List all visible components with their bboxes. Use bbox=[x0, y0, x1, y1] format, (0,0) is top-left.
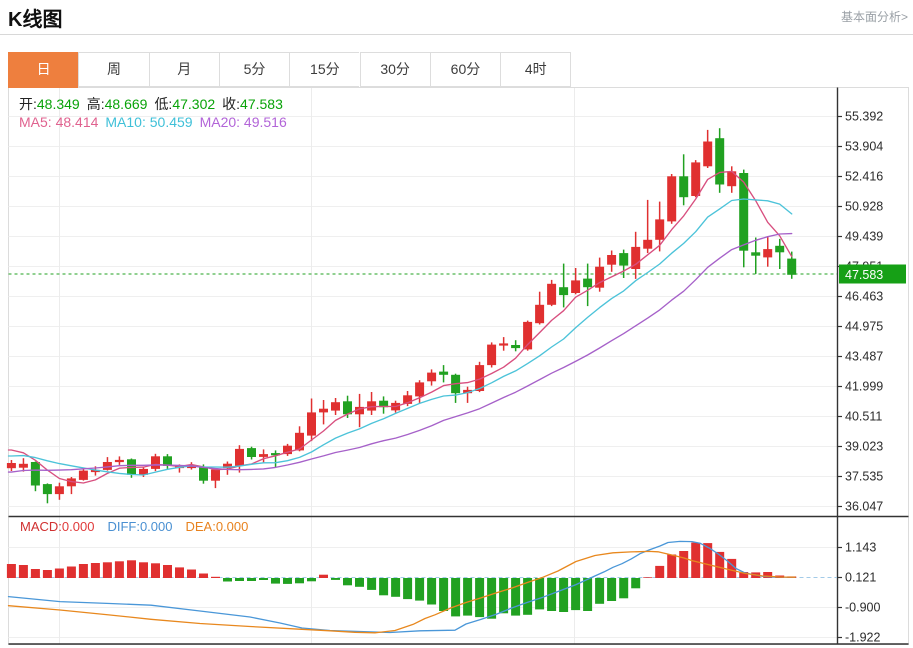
svg-text:36.047: 36.047 bbox=[845, 500, 883, 514]
svg-text:40.511: 40.511 bbox=[845, 410, 882, 424]
svg-text:1.143: 1.143 bbox=[845, 541, 876, 555]
svg-text:41.999: 41.999 bbox=[845, 380, 883, 394]
svg-text:-0.900: -0.900 bbox=[845, 601, 880, 615]
svg-text:MACD:0.000 DIFF:0.000 DEA:0.: MACD:0.000 DIFF:0.000 DEA:0.000 bbox=[20, 519, 248, 534]
svg-text:53.904: 53.904 bbox=[845, 140, 883, 154]
svg-text:52.416: 52.416 bbox=[845, 170, 883, 184]
svg-text:49.439: 49.439 bbox=[845, 230, 883, 244]
svg-text:55.392: 55.392 bbox=[845, 110, 883, 124]
svg-text:43.487: 43.487 bbox=[845, 350, 883, 364]
svg-text:46.463: 46.463 bbox=[845, 290, 883, 304]
svg-text:-1.922: -1.922 bbox=[845, 631, 880, 645]
svg-text:0.121: 0.121 bbox=[845, 571, 876, 585]
svg-text:37.535: 37.535 bbox=[845, 470, 883, 484]
svg-text:47.583: 47.583 bbox=[845, 268, 883, 282]
svg-text:39.023: 39.023 bbox=[845, 440, 883, 454]
svg-text:50.928: 50.928 bbox=[845, 200, 883, 214]
svg-text:开:48.349 高:48.669 低:47.302 收:4: 开:48.349 高:48.669 低:47.302 收:47.583 bbox=[19, 96, 283, 112]
svg-text:44.975: 44.975 bbox=[845, 320, 883, 334]
svg-text:MA5: 48.414 MA10: 50.459 MA20:: MA5: 48.414 MA10: 50.459 MA20: 49.516 bbox=[19, 114, 287, 130]
